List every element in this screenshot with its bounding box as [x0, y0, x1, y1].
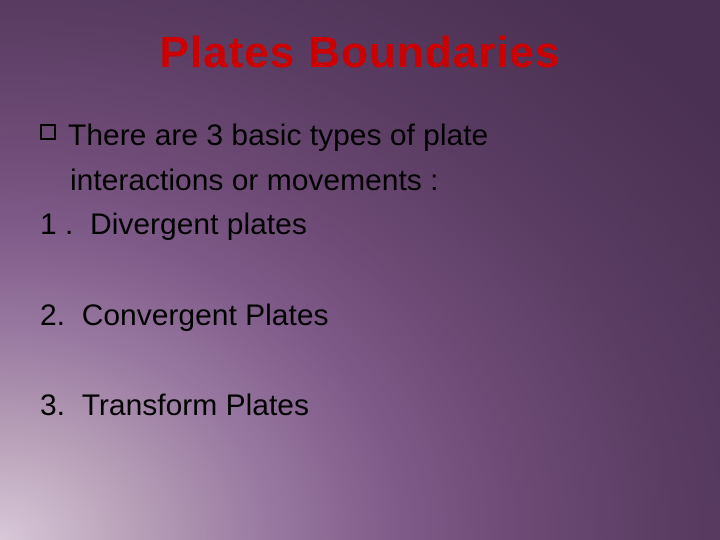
intro-line-2: interactions or movements :: [70, 161, 690, 202]
intro-bullet-row: There are 3 basic types of plate: [30, 116, 690, 157]
intro-line-1: There are 3 basic types of plate: [68, 116, 690, 157]
item-label-1: Divergent plates: [90, 208, 307, 241]
item-number-1: 1 .: [40, 208, 73, 241]
slide-container: Plates Boundaries There are 3 basic type…: [0, 0, 720, 540]
list-item-3: 3. Transform Plates: [40, 386, 690, 427]
item-label-2: Convergent Plates: [82, 299, 329, 332]
slide-title: Plates Boundaries: [30, 20, 690, 78]
item-number-2: 2.: [40, 299, 65, 332]
body-content: There are 3 basic types of plate interac…: [30, 116, 690, 427]
item-label-3: Transform Plates: [82, 389, 309, 422]
list-item-1: 1 . Divergent plates: [40, 205, 690, 246]
checkbox-icon: [40, 124, 56, 140]
item-number-3: 3.: [40, 389, 65, 422]
list-item-2: 2. Convergent Plates: [40, 296, 690, 337]
